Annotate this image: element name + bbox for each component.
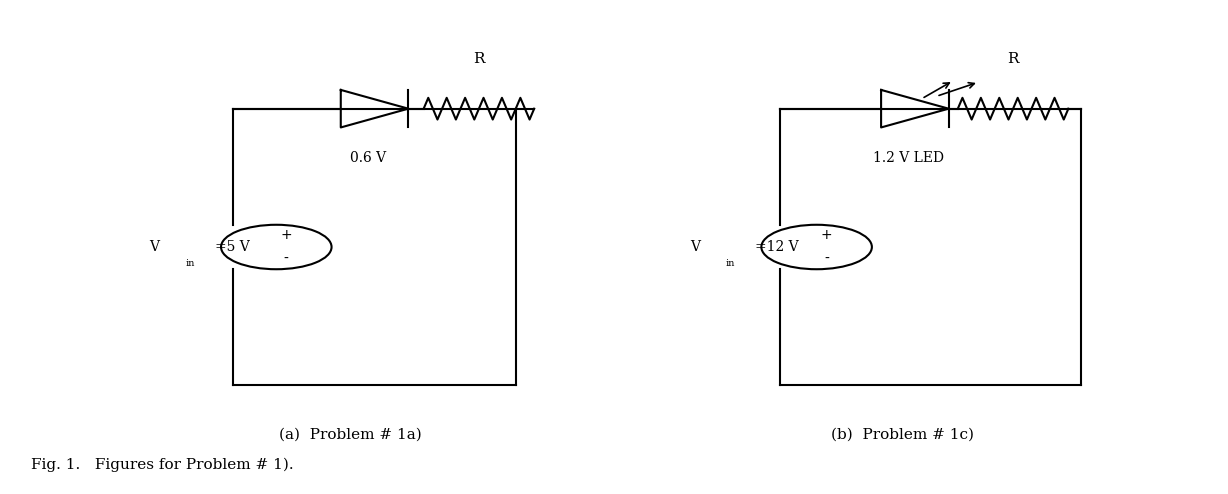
Text: R: R bbox=[473, 52, 485, 66]
Text: +: + bbox=[280, 228, 292, 242]
Text: in: in bbox=[726, 259, 736, 268]
Text: R: R bbox=[1007, 52, 1019, 66]
Text: +: + bbox=[820, 228, 833, 242]
Text: 1.2 V LED: 1.2 V LED bbox=[873, 151, 944, 165]
Text: in: in bbox=[185, 259, 195, 268]
Text: (b)  Problem # 1c): (b) Problem # 1c) bbox=[831, 428, 974, 442]
Text: -: - bbox=[284, 252, 289, 266]
Text: =5 V: =5 V bbox=[215, 240, 249, 254]
Text: -: - bbox=[824, 252, 829, 266]
Text: =12 V: =12 V bbox=[755, 240, 799, 254]
Text: (a)  Problem # 1a): (a) Problem # 1a) bbox=[279, 428, 421, 442]
Text: V: V bbox=[690, 240, 700, 254]
Text: Fig. 1.   Figures for Problem # 1).: Fig. 1. Figures for Problem # 1). bbox=[31, 457, 293, 472]
Text: 0.6 V: 0.6 V bbox=[350, 151, 387, 165]
Text: V: V bbox=[150, 240, 160, 254]
